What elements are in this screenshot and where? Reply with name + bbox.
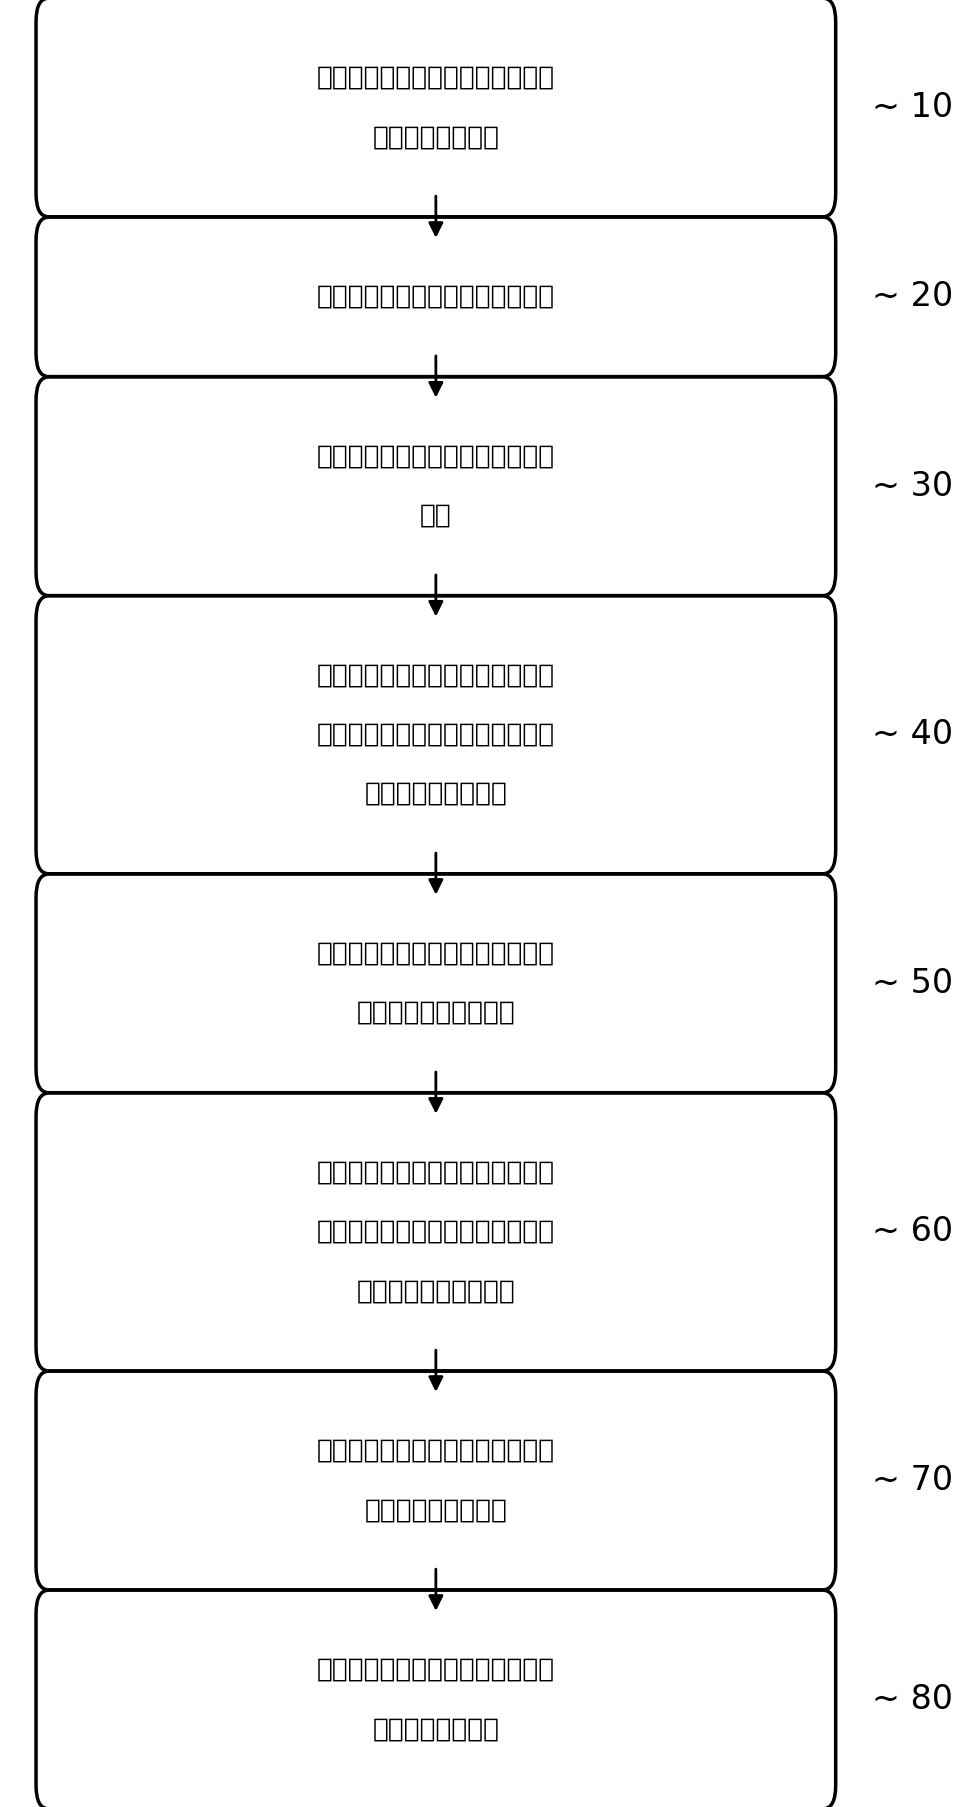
Text: ∼ 70: ∼ 70 xyxy=(872,1464,953,1496)
FancyBboxPatch shape xyxy=(36,596,836,875)
FancyBboxPatch shape xyxy=(36,1372,836,1590)
Text: 被测衰减器衰减值: 被测衰减器衰减值 xyxy=(372,1717,500,1742)
Text: 等于第一信号强度值: 等于第一信号强度值 xyxy=(364,1498,507,1523)
FancyBboxPatch shape xyxy=(36,217,836,376)
Text: 收得到第一信号强度: 收得到第一信号强度 xyxy=(364,781,507,808)
Text: ∼ 30: ∼ 30 xyxy=(872,470,953,502)
Text: 分压，用音频参考信号进行相干接: 分压，用音频参考信号进行相干接 xyxy=(317,1220,555,1245)
Text: ∼ 10: ∼ 10 xyxy=(872,90,953,125)
FancyBboxPatch shape xyxy=(36,875,836,1093)
FancyBboxPatch shape xyxy=(36,0,836,217)
Text: ∼ 40: ∼ 40 xyxy=(872,719,953,752)
Text: 将毫米波射频信号分为射频测试信: 将毫米波射频信号分为射频测试信 xyxy=(317,65,555,90)
Text: 调整第二分压比，使第二信号强度: 调整第二分压比，使第二信号强度 xyxy=(317,1438,555,1464)
FancyBboxPatch shape xyxy=(36,1590,836,1807)
Text: ∼ 50: ∼ 50 xyxy=(872,967,953,999)
Text: 射频测试信号变频为第一音频测试: 射频测试信号变频为第一音频测试 xyxy=(317,445,555,470)
Text: ∼ 60: ∼ 60 xyxy=(872,1216,953,1249)
Text: 第二音频测试信号按照第二分压比: 第二音频测试信号按照第二分压比 xyxy=(317,1160,555,1185)
Text: ∼ 20: ∼ 20 xyxy=(872,280,953,313)
Text: 频为第二音频测试信号: 频为第二音频测试信号 xyxy=(356,999,515,1026)
FancyBboxPatch shape xyxy=(36,1093,836,1372)
Text: ∼ 80: ∼ 80 xyxy=(872,1682,953,1717)
Text: 射频参考信号变频为音频参考信号: 射频参考信号变频为音频参考信号 xyxy=(317,284,555,309)
Text: 收得到第二信号强度值: 收得到第二信号强度值 xyxy=(356,1278,515,1305)
Text: 信号: 信号 xyxy=(420,502,452,529)
Text: 第一音频测试信号按照第一分压比: 第一音频测试信号按照第一分压比 xyxy=(317,663,555,688)
Text: 射频测试信号经过被测衰减器后变: 射频测试信号经过被测衰减器后变 xyxy=(317,941,555,967)
Text: 分压后用音频参考信号进行相干接: 分压后用音频参考信号进行相干接 xyxy=(317,721,555,748)
Text: 根据第一分压比和第二分压比计算: 根据第一分压比和第二分压比计算 xyxy=(317,1657,555,1682)
FancyBboxPatch shape xyxy=(36,378,836,596)
Text: 号和射频参考信号: 号和射频参考信号 xyxy=(372,125,500,150)
